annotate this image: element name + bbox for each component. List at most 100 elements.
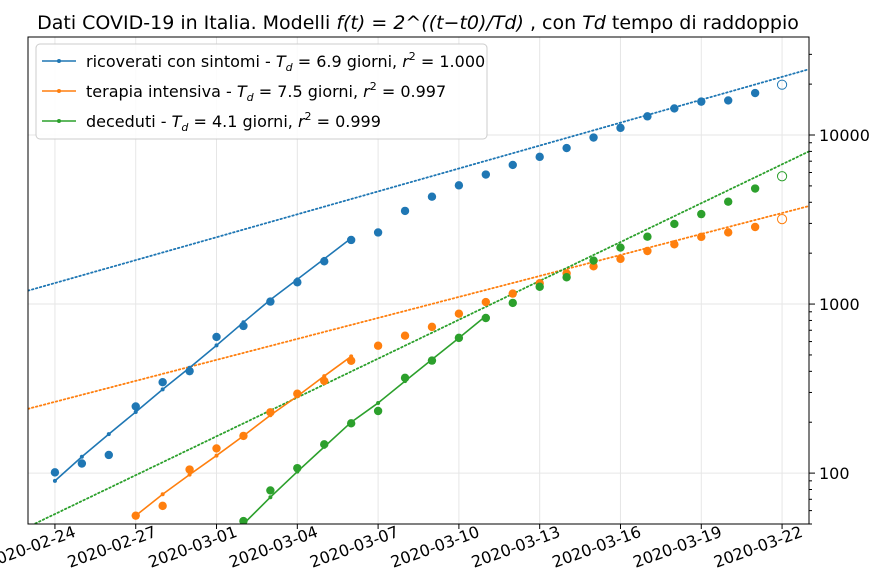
data-point [454,181,464,190]
trend-line-0 [28,68,809,292]
data-point [373,228,383,237]
fit-marker [160,492,165,497]
legend-label: terapia intensiva - Td = 7.5 giorni, r2 … [86,80,446,104]
x-tick-label: 2020-03-16 [550,522,644,572]
legend-unit: giorni, [342,52,403,71]
legend: ricoverati con sintomi - Td = 6.9 giorni… [35,43,488,140]
data-point [293,463,302,473]
data-point [697,97,706,106]
data-point [293,389,302,398]
data-point [589,262,598,271]
data-point [427,192,437,201]
data-point [400,373,410,383]
data-point [616,243,625,252]
legend-r2-sup: 2 [305,110,312,123]
legend-r2-symbol: r [298,112,306,131]
legend-series-name: ricoverati con sintomi - [86,52,276,71]
legend-box [35,43,488,140]
chart-title-td-symbol: Td [582,12,607,34]
data-point [158,501,167,511]
data-point [400,206,410,216]
data-point [320,376,329,386]
legend-td-value: = 4.1 [188,112,237,131]
projection-point [776,79,788,90]
x-tick-label: 2020-03-13 [469,522,563,572]
data-point [400,331,410,340]
x-tick-label: 2020-03-19 [630,522,724,572]
fit-line-0 [54,237,352,482]
data-point [373,406,383,416]
y-tick-label: 10000 [819,126,870,145]
fit-marker [160,387,165,392]
fit-marker [376,400,381,405]
data-point [266,486,275,495]
legend-td-sub: d [247,91,255,104]
data-point [697,209,706,219]
legend-r2-sup: 2 [409,50,416,63]
legend-unit: giorni, [303,82,364,101]
data-point [454,333,464,343]
legend-td-symbol: T [172,112,183,131]
data-point [320,440,329,449]
legend-td-value: = 6.9 [293,52,342,71]
data-point [750,222,760,232]
data-point [508,289,517,298]
chart-title-main: Dati COVID-19 in Italia. Modelli [37,12,336,34]
data-point [320,257,329,266]
data-point [616,123,625,133]
data-point [481,170,491,179]
data-point [724,228,733,237]
fit-marker [52,478,57,483]
data-point [670,104,679,113]
x-tick-label: 2020-02-27 [65,522,159,572]
data-point [373,341,383,350]
data-point [562,143,571,153]
trend-line-1 [28,205,809,410]
data-point [481,313,491,323]
x-tick-label: 2020-03-01 [146,522,240,572]
fit-marker [214,453,219,458]
x-tick-label: 2020-03-04 [226,522,320,572]
data-point [670,219,679,229]
legend-r2-value: = 1.000 [416,52,485,71]
legend-td-sub: d [181,121,189,134]
legend-unit: giorni, [237,112,298,131]
data-point [508,160,517,170]
data-point [454,309,464,318]
trend-line-2 [32,150,809,524]
x-tick-label: 2020-03-07 [307,522,401,572]
data-point [346,419,356,428]
data-point [724,197,733,206]
fit-marker [133,409,138,414]
data-point [239,321,248,331]
trend-lines [28,68,809,524]
data-point [104,450,113,460]
data-point [185,465,194,474]
x-tick-label: 2020-03-22 [711,522,805,572]
data-point [616,254,625,264]
data-point [643,112,652,121]
data-point [50,468,60,477]
legend-series-name: terapia intensiva - [86,82,237,101]
chart-title-formula: f(t) = 2^((t−t0)/Td) [336,12,524,34]
data-point [346,235,356,245]
legend-r2-symbol: r [363,82,371,101]
fit-marker [79,454,84,459]
projection-point [776,171,788,182]
legend-label: deceduti - Td = 4.1 giorni, r2 = 0.999 [86,110,381,134]
legend-r2-sup: 2 [370,80,377,93]
fit-marker [268,495,273,500]
fit-marker [214,343,219,348]
legend-r2-value: = 0.999 [312,112,381,131]
legend-r2-symbol: r [402,52,410,71]
data-point [724,96,733,105]
data-point [562,273,571,282]
data-point [239,431,248,441]
data-point [212,332,221,342]
legend-swatch-marker [57,89,61,93]
data-point [158,377,167,387]
y-tick-label: 100 [819,464,850,483]
data-point [185,366,194,376]
data-point [346,356,356,365]
data-point [535,152,544,162]
